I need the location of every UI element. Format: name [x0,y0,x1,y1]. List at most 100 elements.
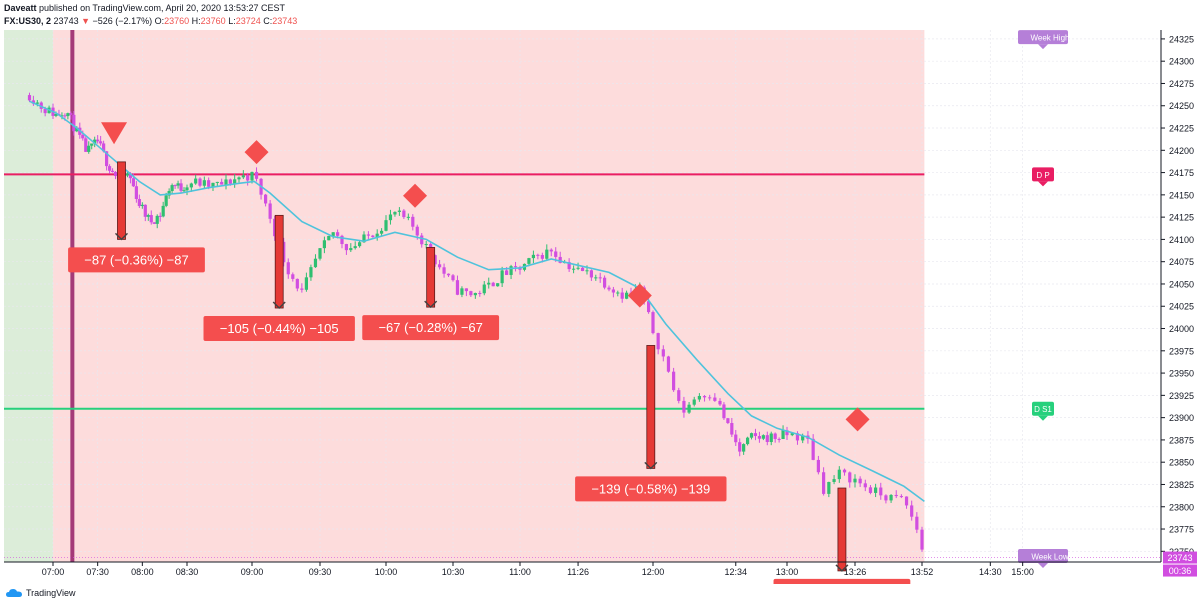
time-axis-label: 10:00 [375,567,398,577]
candle-body [99,141,103,144]
daily-s1-flag[interactable]: D S1 [1032,401,1054,421]
open-value: 23760 [164,16,190,26]
week-level-flag[interactable]: Week Low [1018,549,1069,568]
candle-body [505,270,509,275]
candle-body [273,218,277,237]
time-axis-label: 09:30 [309,567,332,577]
symbol-line: FX:US30, 2 23743 ▼ −526 (−2.17%) O:23760… [4,16,297,26]
candle-body [580,267,585,272]
candle-body [811,438,815,460]
candle-body [102,143,106,152]
time-axis-label: 08:00 [131,567,154,577]
candle-body [713,397,717,401]
low-value: 23724 [235,16,261,26]
candle-body [388,214,393,221]
candle-body [189,183,193,188]
candle-body [616,292,620,294]
candle-body [84,138,88,152]
candle-body [446,273,451,276]
candle-body [397,210,401,212]
candle-body [757,436,762,439]
candle-body [482,284,486,294]
time-axis-label: 09:00 [241,567,264,577]
candle-body [451,275,455,281]
candle-body [295,278,299,289]
daily-s1-flag-box [1032,401,1054,416]
low-label: L: [228,16,236,26]
candle-body [254,171,259,179]
candle-body [336,232,340,236]
candle-body [790,433,794,436]
candle-body [107,166,112,171]
short-move-bar [117,161,126,240]
candle-body [889,494,893,501]
candle-body [384,220,388,231]
candle-body [832,479,836,482]
candle-body [687,404,691,413]
candle-body [589,270,593,278]
candle-body [742,444,746,452]
candle-body [455,280,460,295]
candle-body [816,459,820,473]
candle-body [879,487,883,496]
candle-body [137,199,141,207]
candle-body [572,268,576,270]
candle-body [371,235,375,238]
price-axis-label: 24325 [1169,34,1194,44]
candle-body [54,114,58,116]
candle-body [75,127,79,132]
high-label: H: [191,16,201,26]
publish-info: published on TradingView.com, April 20, … [39,3,286,13]
candle-body [554,251,558,257]
candle-body [128,173,133,179]
daily-pivot-flag[interactable]: D P [1032,167,1054,187]
candle-body [656,333,660,350]
candle-body [442,267,446,274]
price-axis-label: 24125 [1169,213,1194,223]
publisher-line: Daveatt published on TradingView.com, Ap… [4,3,285,13]
week-level-flag[interactable]: Week High [1018,30,1069,50]
week-level-flag-pointer [1038,563,1048,568]
candle-body [322,240,326,249]
candle-body [304,277,308,290]
candle-body [331,232,335,236]
candle-body [393,211,397,215]
time-axis[interactable]: 07:00 07:30 08:00 08:30 09:00 09:30 10:00 10:30… [42,562,1034,577]
candle-body [96,139,100,142]
author-name[interactable]: Daveatt [4,3,37,13]
symbol[interactable]: FX:US30, 2 [4,16,52,26]
candle-body [576,267,580,269]
price-axis-label: 24050 [1169,279,1194,289]
countdown-text: 00:36 [1169,566,1192,576]
candle-body [161,205,165,217]
time-axis-label: 13:52 [911,567,934,577]
price-axis-label: 24100 [1169,235,1194,245]
candle-body [904,496,909,506]
candle-body [894,494,898,497]
open-label: O: [154,16,165,26]
candle-body [420,235,424,245]
candle-body [795,433,800,441]
candle-body [585,270,589,272]
candle-body [536,254,540,256]
daily-pivot-flag-pointer [1038,181,1048,187]
candle-body [785,430,789,436]
candle-body [531,254,535,259]
candle-body [110,170,115,172]
candle-body [140,204,144,207]
tradingview-logo[interactable]: TradingView [6,588,76,598]
candle-body [863,483,867,488]
candle-body [558,256,562,263]
short-move-bar [646,345,656,469]
tradingview-cloud-icon [6,589,22,597]
price-axis[interactable]: 24325 24300 24275 24250 24225 24200 24175 24150… [1161,34,1194,557]
candle-body [884,495,888,501]
candle-body [27,95,32,101]
price-axis-label: 24150 [1169,190,1194,200]
time-axis-label: 10:30 [442,567,465,577]
price-axis-label: 24000 [1169,324,1194,334]
candle-body [93,139,97,144]
candle-body [125,173,130,176]
candle-body [69,113,73,115]
